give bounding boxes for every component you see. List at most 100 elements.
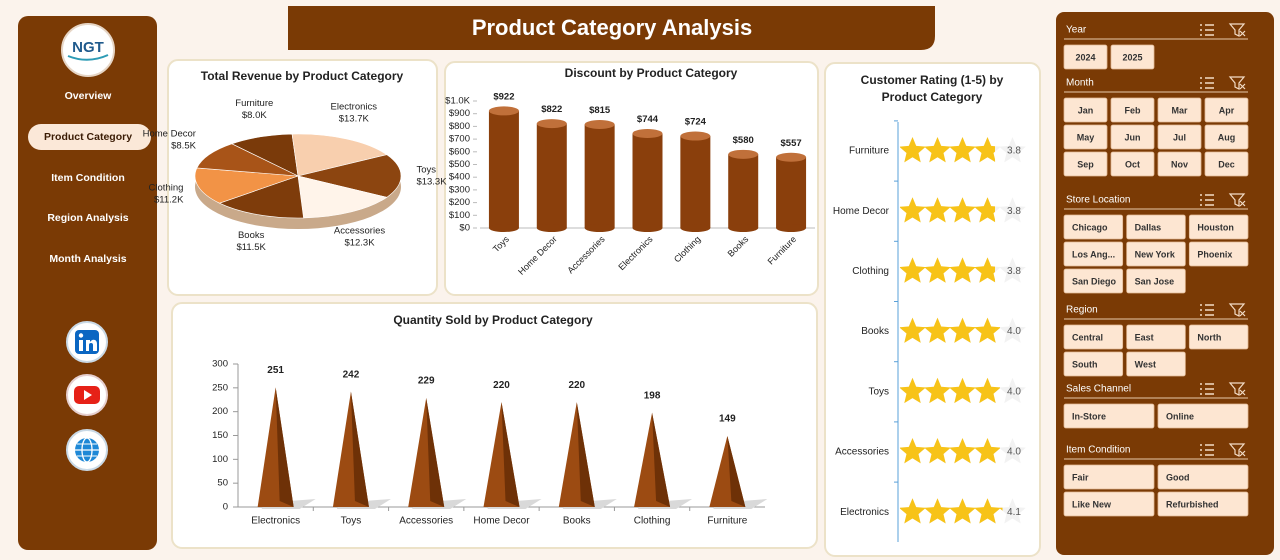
slicer-button[interactable]: [1126, 324, 1186, 350]
slicer-item[interactable]: San Diego: [1072, 276, 1117, 286]
bar-base: [776, 224, 807, 232]
bar-base: [488, 224, 519, 232]
slicer-button[interactable]: [1063, 268, 1124, 294]
slicer-button[interactable]: [1110, 151, 1155, 177]
slicer-item[interactable]: May: [1077, 132, 1095, 142]
slicer-button[interactable]: [1063, 124, 1108, 150]
slicer-button[interactable]: [1110, 97, 1155, 123]
slicer-button[interactable]: [1063, 97, 1108, 123]
pie-slice: [297, 175, 388, 219]
slicer-button[interactable]: [1063, 151, 1108, 177]
nav-item[interactable]: Overview: [65, 90, 113, 102]
slicer-item[interactable]: Mar: [1171, 105, 1188, 115]
clear-filter-icon[interactable]: [1228, 382, 1246, 396]
slicer-button[interactable]: [1157, 491, 1249, 517]
multi-select-icon[interactable]: [1200, 304, 1214, 316]
slicer-item[interactable]: Fair: [1072, 472, 1089, 482]
slicer-button[interactable]: [1157, 151, 1202, 177]
slicer-button[interactable]: [1063, 351, 1124, 377]
slicer-item[interactable]: New York: [1135, 249, 1176, 259]
slicer-item[interactable]: Jul: [1173, 132, 1186, 142]
multi-select-icon[interactable]: [1200, 194, 1214, 206]
slicer-item[interactable]: Online: [1166, 411, 1194, 421]
slicer-item[interactable]: In-Store: [1072, 411, 1106, 421]
slicer-button[interactable]: [1063, 44, 1108, 70]
slicer-button[interactable]: [1188, 324, 1249, 350]
bar: [680, 136, 711, 228]
slicer-button[interactable]: [1110, 44, 1155, 70]
slicer-item[interactable]: Central: [1072, 332, 1103, 342]
slicer-item[interactable]: Aug: [1218, 132, 1236, 142]
slicer-item[interactable]: Jun: [1124, 132, 1140, 142]
slicer-item[interactable]: Phoenix: [1197, 249, 1232, 259]
nav-item[interactable]: Region Analysis: [47, 212, 128, 224]
slicer-item[interactable]: South: [1072, 359, 1098, 369]
slicer-button[interactable]: [1188, 214, 1249, 240]
slicer-button[interactable]: [1126, 351, 1186, 377]
star: [974, 257, 995, 283]
bar-base: [728, 224, 759, 232]
multi-select-icon[interactable]: [1200, 77, 1214, 89]
slicer-item[interactable]: Apr: [1219, 105, 1235, 115]
star: [974, 197, 995, 223]
slicer-item[interactable]: Refurbished: [1166, 499, 1219, 509]
slicer-button[interactable]: [1157, 97, 1202, 123]
clear-filter-icon[interactable]: [1228, 76, 1246, 90]
slicer-button[interactable]: [1157, 464, 1249, 490]
clear-filter-icon[interactable]: [1228, 193, 1246, 207]
slicer-button[interactable]: [1063, 324, 1124, 350]
slicer-item[interactable]: Chicago: [1072, 222, 1108, 232]
slicer-button[interactable]: [1204, 151, 1249, 177]
slicer-item[interactable]: Los Ang...: [1072, 249, 1115, 259]
value-label: $744: [637, 114, 659, 125]
slicer-item[interactable]: Jan: [1078, 105, 1094, 115]
slicer-item[interactable]: 2025: [1122, 52, 1142, 62]
slicer-button[interactable]: [1157, 124, 1202, 150]
slicer-item[interactable]: Houston: [1197, 222, 1234, 232]
slicer-button[interactable]: [1204, 124, 1249, 150]
slicer-item[interactable]: West: [1135, 359, 1156, 369]
slicer-button[interactable]: [1063, 241, 1124, 267]
value-label: 149: [719, 414, 736, 425]
multi-select-icon[interactable]: [1200, 383, 1214, 395]
slicer-button[interactable]: [1188, 241, 1249, 267]
slicer-item[interactable]: Sep: [1077, 159, 1094, 169]
star: [900, 197, 926, 223]
star: [949, 317, 976, 343]
slicer-button[interactable]: [1204, 97, 1249, 123]
slicer-item[interactable]: Dallas: [1135, 222, 1162, 232]
slicer-button[interactable]: [1110, 124, 1155, 150]
clear-filter-icon[interactable]: [1228, 23, 1246, 37]
slicer-item[interactable]: Dec: [1218, 159, 1235, 169]
slicer-item[interactable]: North: [1197, 332, 1221, 342]
nav-item[interactable]: Product Category: [44, 131, 132, 143]
slicer-item[interactable]: Good: [1166, 472, 1190, 482]
star: [924, 317, 951, 343]
star-rating: [900, 197, 995, 223]
slicer-button[interactable]: [1126, 268, 1186, 294]
slicer-item[interactable]: Oct: [1125, 159, 1140, 169]
slicer-button[interactable]: [1063, 464, 1155, 490]
pyramid-face: [576, 402, 595, 507]
clear-filter-icon[interactable]: [1228, 443, 1246, 457]
slicer-button[interactable]: [1063, 491, 1155, 517]
slicer-button[interactable]: [1063, 214, 1124, 240]
slicer-item[interactable]: East: [1135, 332, 1154, 342]
slicer-item[interactable]: Feb: [1124, 105, 1141, 115]
slicer-button[interactable]: [1126, 214, 1186, 240]
chart-title: Discount by Product Category: [565, 66, 738, 80]
multi-select-icon[interactable]: [1200, 24, 1214, 36]
slicer-button[interactable]: [1157, 403, 1249, 429]
multi-select-icon[interactable]: [1200, 444, 1214, 456]
slicer-button[interactable]: [1126, 241, 1186, 267]
pie-value-label: $13.3K: [416, 177, 447, 188]
nav-item[interactable]: Month Analysis: [49, 253, 126, 265]
slicer-item[interactable]: 2024: [1075, 52, 1095, 62]
clear-filter-icon[interactable]: [1228, 303, 1246, 317]
nav-item[interactable]: Item Condition: [51, 172, 125, 184]
slicer-item[interactable]: San Jose: [1135, 276, 1175, 286]
slicer-item[interactable]: Nov: [1171, 159, 1188, 169]
page-title: Product Category Analysis: [472, 15, 752, 40]
slicer-item[interactable]: Like New: [1072, 499, 1112, 509]
slicer-button[interactable]: [1063, 403, 1155, 429]
